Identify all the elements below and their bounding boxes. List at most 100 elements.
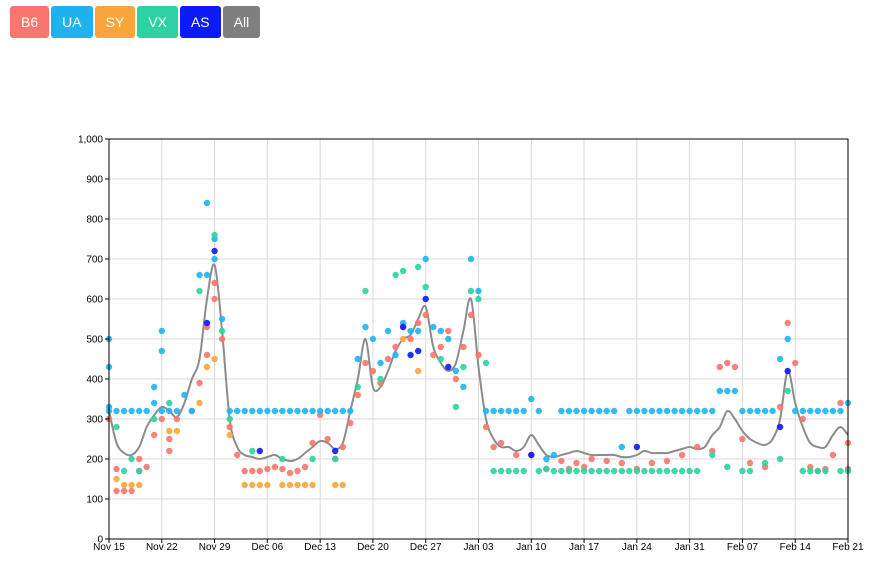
data-point-vx[interactable]	[332, 455, 339, 463]
data-point-b6[interactable]	[490, 443, 497, 451]
data-point-vx[interactable]	[784, 387, 791, 395]
data-point-as[interactable]	[407, 351, 414, 359]
data-point-vx[interactable]	[558, 467, 565, 475]
data-point-ua[interactable]	[256, 407, 263, 415]
data-point-b6[interactable]	[392, 343, 399, 351]
data-point-vx[interactable]	[218, 327, 226, 335]
data-point-b6[interactable]	[218, 335, 226, 343]
data-point-ua[interactable]	[452, 367, 460, 375]
data-point-ua[interactable]	[565, 407, 573, 415]
data-point-b6[interactable]	[792, 359, 799, 367]
data-point-ua[interactable]	[648, 407, 656, 415]
data-point-vx[interactable]	[611, 467, 618, 475]
data-point-sy[interactable]	[203, 363, 211, 371]
data-point-sy[interactable]	[309, 481, 316, 489]
data-point-b6[interactable]	[663, 457, 671, 465]
data-point-as[interactable]	[445, 363, 452, 371]
data-point-ua[interactable]	[158, 407, 165, 415]
data-point-ua[interactable]	[694, 407, 701, 415]
data-point-ua[interactable]	[430, 323, 437, 331]
filter-button-as[interactable]: AS	[179, 6, 221, 38]
data-point-b6[interactable]	[301, 463, 309, 471]
data-point-ua[interactable]	[709, 407, 716, 415]
data-point-ua[interactable]	[558, 407, 565, 415]
data-point-sy[interactable]	[279, 481, 286, 489]
data-point-ua[interactable]	[392, 351, 399, 359]
data-point-b6[interactable]	[324, 435, 331, 443]
data-point-vx[interactable]	[354, 383, 361, 391]
data-point-ua[interactable]	[475, 287, 482, 295]
data-point-ua[interactable]	[528, 395, 535, 403]
data-point-ua[interactable]	[490, 407, 497, 415]
data-point-ua[interactable]	[656, 407, 663, 415]
data-point-vx[interactable]	[596, 467, 603, 475]
data-point-vx[interactable]	[837, 467, 844, 475]
data-point-sy[interactable]	[128, 481, 135, 489]
data-point-ua[interactable]	[716, 387, 723, 395]
data-point-ua[interactable]	[746, 407, 754, 415]
data-point-b6[interactable]	[731, 363, 739, 371]
data-point-ua[interactable]	[671, 407, 678, 415]
data-point-b6[interactable]	[211, 279, 218, 287]
data-point-vx[interactable]	[814, 467, 821, 475]
data-point-b6[interactable]	[113, 487, 120, 495]
data-point-ua[interactable]	[407, 327, 414, 335]
data-point-b6[interactable]	[746, 459, 754, 467]
data-point-ua[interactable]	[505, 407, 512, 415]
data-point-b6[interactable]	[415, 319, 422, 327]
data-point-ua[interactable]	[739, 407, 746, 415]
data-point-ua[interactable]	[234, 407, 241, 415]
data-point-as[interactable]	[415, 347, 422, 355]
data-point-ua[interactable]	[339, 407, 346, 415]
data-point-sy[interactable]	[399, 335, 407, 343]
data-point-ua[interactable]	[822, 407, 829, 415]
data-point-b6[interactable]	[799, 415, 806, 423]
data-point-ua[interactable]	[641, 407, 648, 415]
data-point-ua[interactable]	[113, 407, 120, 415]
data-point-ua[interactable]	[807, 407, 814, 415]
data-point-ua[interactable]	[731, 387, 739, 395]
data-point-vx[interactable]	[603, 467, 610, 475]
data-point-sy[interactable]	[166, 427, 173, 435]
data-point-b6[interactable]	[678, 451, 686, 459]
data-point-as[interactable]	[784, 367, 791, 375]
data-point-ua[interactable]	[445, 335, 452, 343]
data-point-ua[interactable]	[837, 407, 844, 415]
data-point-sy[interactable]	[241, 481, 248, 489]
data-point-vx[interactable]	[120, 467, 128, 475]
data-point-ua[interactable]	[550, 451, 558, 459]
data-point-vx[interactable]	[226, 415, 233, 423]
data-point-b6[interactable]	[724, 359, 731, 367]
data-point-b6[interactable]	[113, 465, 120, 473]
data-point-vx[interactable]	[565, 467, 573, 475]
data-point-ua[interactable]	[678, 407, 686, 415]
data-point-ua[interactable]	[814, 407, 821, 415]
data-point-sy[interactable]	[415, 367, 422, 375]
data-point-b6[interactable]	[294, 467, 301, 475]
data-point-vx[interactable]	[166, 399, 173, 407]
data-point-ua[interactable]	[120, 407, 128, 415]
data-point-ua[interactable]	[792, 407, 799, 415]
data-point-ua[interactable]	[211, 255, 218, 263]
data-point-vx[interactable]	[709, 451, 716, 459]
data-point-ua[interactable]	[384, 327, 392, 335]
data-point-vx[interactable]	[776, 455, 784, 463]
data-point-vx[interactable]	[151, 415, 158, 423]
data-point-as[interactable]	[203, 319, 211, 327]
data-point-ua[interactable]	[158, 327, 165, 335]
data-point-sy[interactable]	[120, 481, 128, 489]
data-point-ua[interactable]	[188, 407, 196, 415]
data-point-b6[interactable]	[271, 463, 279, 471]
data-point-ua[interactable]	[482, 407, 490, 415]
filter-button-vx[interactable]: VX	[137, 6, 178, 38]
data-point-as[interactable]	[399, 323, 407, 331]
data-point-ua[interactable]	[166, 407, 173, 415]
data-point-b6[interactable]	[618, 459, 625, 467]
data-point-ua[interactable]	[520, 407, 527, 415]
data-point-ua[interactable]	[271, 407, 279, 415]
data-point-ua[interactable]	[226, 407, 233, 415]
data-point-ua[interactable]	[829, 407, 837, 415]
data-point-b6[interactable]	[339, 443, 346, 451]
data-point-b6[interactable]	[739, 435, 746, 443]
data-point-b6[interactable]	[256, 467, 263, 475]
